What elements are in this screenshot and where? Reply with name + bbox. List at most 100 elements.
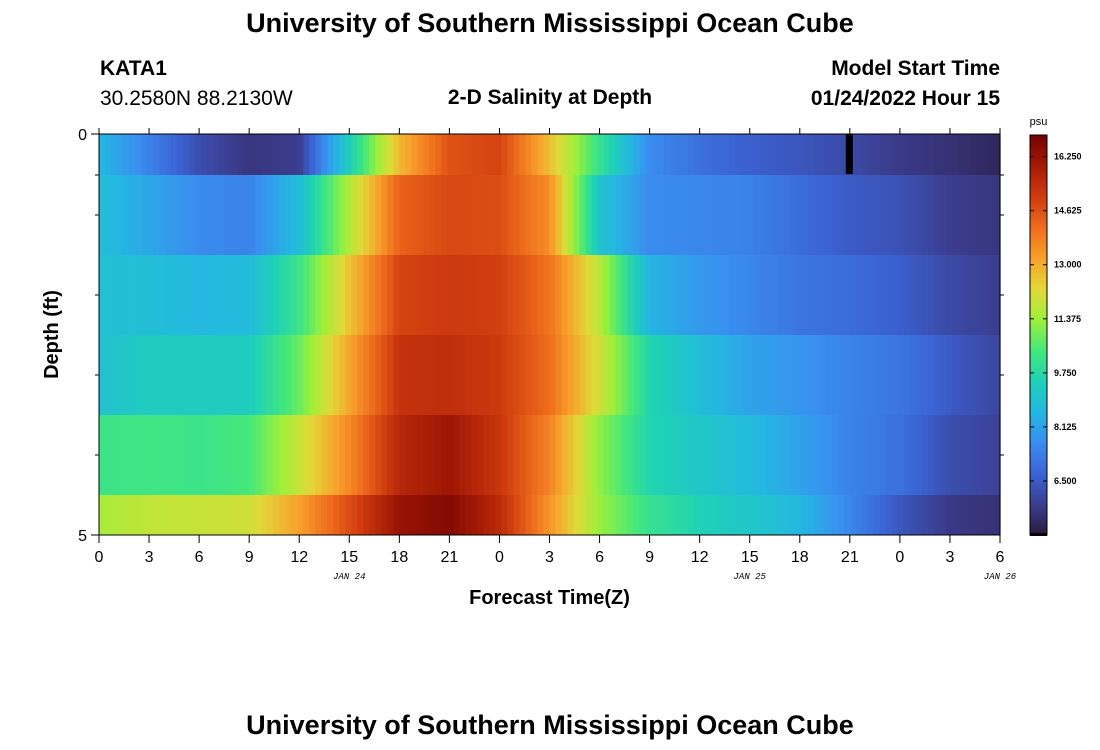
x-tick-label: 15: [741, 549, 759, 566]
heatmap-cell: [255, 415, 262, 495]
heatmap-cell: [573, 335, 581, 415]
heatmap-cell: [867, 134, 875, 175]
heatmap-cell: [399, 335, 406, 415]
heatmap-cell: [597, 495, 605, 535]
heatmap-cell: [597, 175, 605, 255]
heatmap-cell: [891, 335, 899, 415]
heatmap-cell: [699, 175, 707, 255]
heatmap-cell: [207, 335, 214, 415]
heatmap-cell: [159, 335, 166, 415]
heatmap-cell: [411, 415, 418, 495]
heatmap-cell: [933, 335, 941, 415]
heatmap-cell: [771, 415, 779, 495]
heatmap-cell: [603, 134, 611, 175]
heatmap-cell: [801, 134, 809, 175]
heatmap-cell: [759, 335, 767, 415]
heatmap-cell: [675, 134, 683, 175]
heatmap-cell: [435, 175, 442, 255]
x-tick-label: 21: [440, 549, 458, 566]
heatmap-cell: [633, 415, 641, 495]
heatmap-cell: [261, 134, 268, 175]
heatmap-cell: [789, 415, 797, 495]
heatmap-cell: [375, 175, 382, 255]
heatmap-cell: [837, 175, 845, 255]
heatmap-cell: [273, 495, 280, 535]
heatmap-cell: [645, 175, 653, 255]
heatmap-cell: [459, 175, 467, 255]
heatmap-cell: [777, 255, 785, 335]
y-axis-title: Depth (ft): [41, 290, 63, 379]
heatmap-cell: [273, 134, 280, 175]
heatmap-cell: [363, 255, 370, 335]
heatmap-cell: [939, 255, 947, 335]
heatmap-cell: [861, 415, 869, 495]
heatmap-cell: [657, 134, 665, 175]
heatmap-cell: [513, 255, 521, 335]
heatmap-cell: [591, 134, 599, 175]
heatmap-cell: [225, 134, 232, 175]
heatmap-cell: [615, 335, 623, 415]
heatmap-cell: [129, 255, 136, 335]
heatmap-cell: [879, 255, 887, 335]
heatmap-cell: [633, 335, 641, 415]
heatmap-cell: [489, 335, 497, 415]
heatmap-cell: [459, 415, 467, 495]
heatmap-cell: [837, 495, 845, 535]
heatmap-cell: [621, 415, 629, 495]
heatmap-cell: [573, 175, 581, 255]
heatmap-cell: [939, 175, 947, 255]
heatmap-cell: [129, 495, 136, 535]
heatmap-cell: [843, 495, 851, 535]
heatmap-cell: [189, 415, 196, 495]
heatmap-cell: [537, 255, 545, 335]
heatmap-cell: [837, 415, 845, 495]
heatmap-cell: [321, 134, 328, 175]
heatmap-cell: [645, 134, 653, 175]
heatmap-cell: [351, 495, 358, 535]
heatmap-cell: [213, 175, 220, 255]
heatmap-cell: [813, 335, 821, 415]
heatmap-cell: [513, 175, 521, 255]
heatmap-cell: [435, 335, 442, 415]
heatmap-cell: [609, 415, 617, 495]
heatmap-cell: [273, 175, 280, 255]
heatmap-cell: [177, 134, 184, 175]
heatmap-cell: [429, 175, 436, 255]
heatmap-cell: [957, 495, 965, 535]
heatmap-cell: [609, 134, 617, 175]
heatmap-cell: [309, 495, 316, 535]
heatmap-cell: [447, 415, 454, 495]
heatmap-cell: [243, 415, 250, 495]
heatmap-cell: [651, 175, 659, 255]
heatmap-cell: [765, 255, 773, 335]
heatmap-cell: [399, 415, 406, 495]
heatmap-cell: [339, 495, 346, 535]
heatmap-cell: [759, 495, 767, 535]
heatmap-cell: [291, 335, 298, 415]
heatmap-cell: [963, 415, 971, 495]
heatmap-cell: [921, 495, 929, 535]
heatmap-cell: [813, 134, 821, 175]
heatmap-cell: [441, 495, 448, 535]
heatmap-cell: [939, 495, 947, 535]
heatmap-cell: [807, 175, 815, 255]
heatmap-cell: [831, 495, 839, 535]
heatmap-cell: [723, 335, 731, 415]
heatmap-cell: [135, 175, 142, 255]
heatmap-cell: [777, 335, 785, 415]
heatmap-cell: [279, 175, 286, 255]
heatmap-cell: [513, 134, 521, 175]
heatmap-cell: [477, 335, 485, 415]
heatmap-cell: [813, 415, 821, 495]
heatmap-cell: [879, 415, 887, 495]
heatmap-cell: [927, 415, 935, 495]
heatmap-cell: [303, 335, 310, 415]
heatmap-cell: [591, 255, 599, 335]
heatmap-cell: [525, 335, 533, 415]
heatmap-cell: [933, 134, 941, 175]
heatmap-cell: [759, 415, 767, 495]
heatmap-cell: [675, 255, 683, 335]
heatmap-cell: [489, 495, 497, 535]
heatmap-cell: [651, 335, 659, 415]
heatmap-cell: [573, 415, 581, 495]
